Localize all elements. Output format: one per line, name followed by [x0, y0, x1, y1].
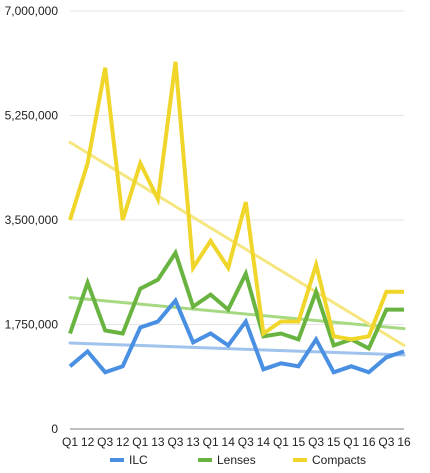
trend-lines — [68, 140, 406, 357]
x-tick-label: Q1 — [343, 435, 359, 449]
x-tick-label: Q1 — [132, 435, 148, 449]
y-axis: 0 1,750,000 3,500,000 5,250,000 7,000,000 — [5, 4, 59, 436]
x-tick-label: Q1 — [203, 435, 219, 449]
x-axis: Q1 12 Q3 12 Q1 13 Q3 13 Q1 14 Q3 14 Q1 15 Q3 15 Q1 16 Q3 16 — [62, 435, 411, 449]
x-tick-label: 12 — [116, 435, 130, 449]
series-line-ilc — [68, 296, 405, 375]
x-tick-label: Q3 — [238, 435, 254, 449]
legend: ILC Lenses Compacts — [110, 453, 366, 467]
x-tick-label: Q1 — [273, 435, 289, 449]
x-tick-label: Q3 — [167, 435, 183, 449]
series-lines — [68, 61, 405, 375]
x-tick-label: Q3 — [308, 435, 324, 449]
trend-line-lenses — [68, 296, 406, 331]
x-tick-label: 15 — [292, 435, 306, 449]
x-tick-label: 13 — [151, 435, 165, 449]
x-tick-label: 14 — [257, 435, 271, 449]
x-tick-label: 14 — [222, 435, 236, 449]
y-tick-label: 7,000,000 — [5, 4, 59, 18]
x-tick-label: 12 — [81, 435, 95, 449]
y-tick-label: 3,500,000 — [5, 213, 59, 227]
legend-label-compacts: Compacts — [312, 453, 366, 467]
y-tick-label: 1,750,000 — [5, 318, 59, 332]
y-tick-label: 5,250,000 — [5, 109, 59, 123]
x-tick-label: 16 — [397, 435, 411, 449]
series-line-compacts — [68, 61, 404, 342]
x-tick-label: 15 — [327, 435, 341, 449]
legend-label-lenses: Lenses — [217, 453, 256, 467]
x-tick-label: 13 — [186, 435, 200, 449]
x-tick-label: Q1 — [62, 435, 78, 449]
trend-line-compacts — [68, 140, 406, 347]
trend-line-ilc — [68, 341, 406, 357]
x-tick-label: Q3 — [97, 435, 113, 449]
x-tick-label: 16 — [362, 435, 376, 449]
y-tick-label: 0 — [51, 422, 58, 436]
x-tick-label: Q3 — [378, 435, 394, 449]
legend-label-ilc: ILC — [129, 453, 148, 467]
